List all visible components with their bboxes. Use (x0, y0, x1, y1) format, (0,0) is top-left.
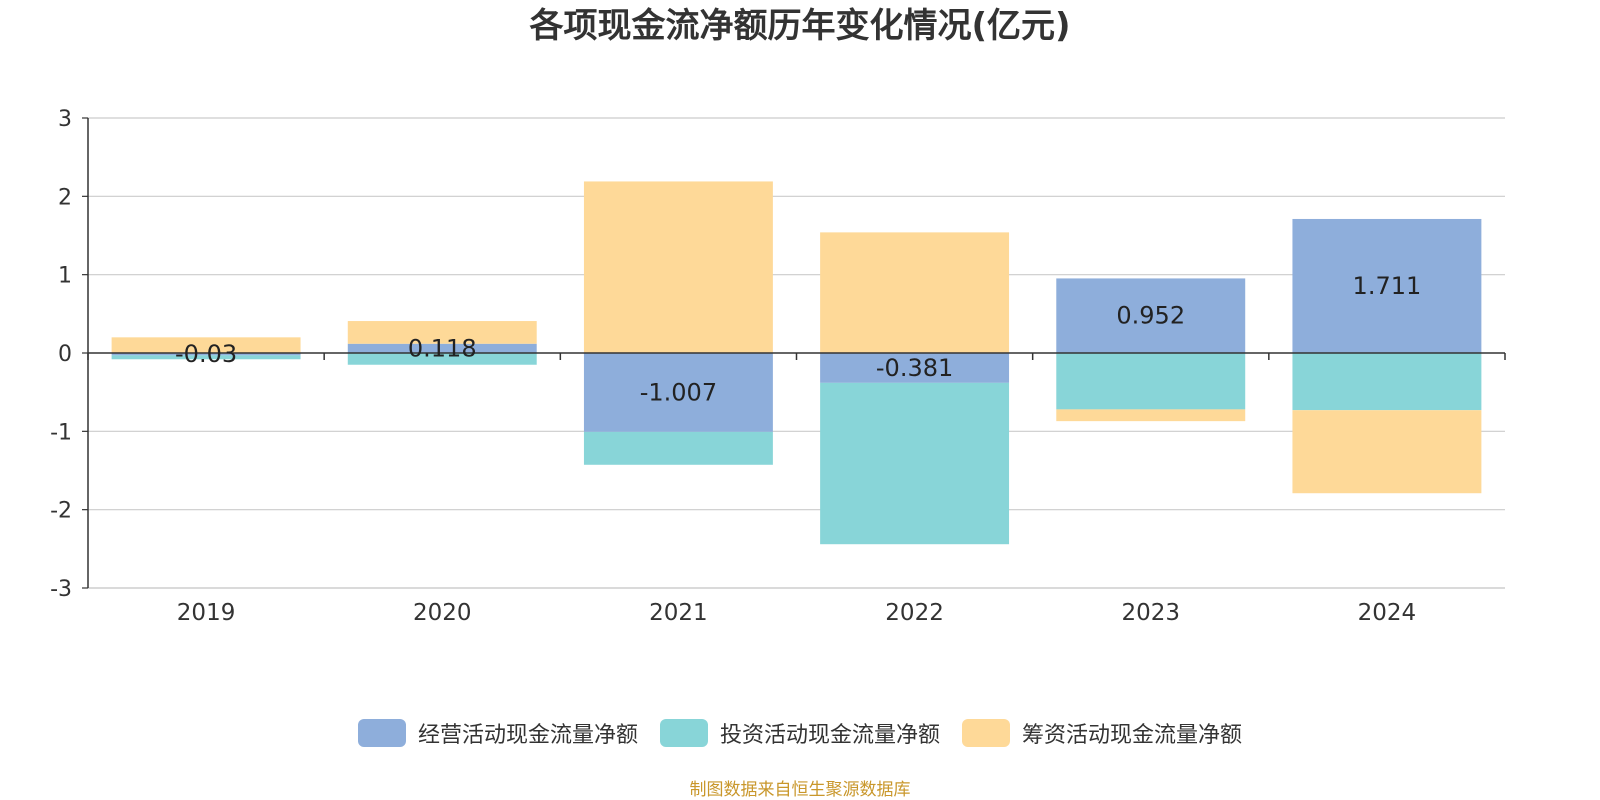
data-labels: -0.03 0.118 -1.007 -0.381 0.952 1.711 (175, 272, 1421, 406)
bar-2021-series-0 (583, 353, 773, 432)
bar-2023-series-1 (1056, 353, 1246, 410)
legend-swatch-investing (659, 719, 708, 747)
bar-2022-series-2 (820, 232, 1010, 353)
bar-2024-series-0 (1292, 218, 1482, 353)
data-label-2019: -0.03 (175, 340, 237, 368)
y-tick-label: -1 (50, 420, 72, 445)
bars (111, 181, 1482, 545)
legend-swatch-operating (357, 719, 406, 747)
legend-item-operating[interactable]: 经营活动现金流量净额 (357, 717, 638, 749)
source-note: 制图数据来自恒生聚源数据库 (689, 780, 911, 800)
bar-2020-series-2 (347, 321, 537, 344)
bar-2024-series-1 (1292, 353, 1482, 411)
legend-item-investing[interactable]: 投资活动现金流量净额 (659, 717, 940, 749)
axes: 3 2 1 0 -1 -2 -3 2019 2020 2021 2022 2023 2024 (50, 107, 1506, 626)
gridlines (88, 117, 1505, 589)
x-tick-label-2022: 2022 (885, 600, 944, 626)
legend-item-financing[interactable]: 筹资活动现金流量净额 (962, 717, 1242, 749)
data-label-2024: 1.711 (1353, 272, 1422, 300)
y-tick-label: 1 (58, 264, 72, 289)
bar-2023-series-2 (1056, 409, 1246, 422)
bar-2019-series-1 (111, 355, 301, 360)
x-tick-label-2020: 2020 (413, 600, 472, 626)
bar-2021-series-1 (583, 431, 773, 465)
data-label-2023: 0.952 (1116, 302, 1185, 330)
bar-2023-series-0 (1056, 278, 1246, 353)
x-tick-label-2019: 2019 (177, 600, 236, 626)
bar-2024-series-2 (1292, 410, 1482, 494)
x-tick-label-2024: 2024 (1358, 600, 1417, 626)
bar-2019-series-0 (111, 353, 301, 356)
y-tick-label: -2 (50, 499, 72, 524)
x-tick-label-2023: 2023 (1121, 600, 1180, 626)
bar-2022-series-1 (820, 382, 1010, 545)
legend-swatch-financing (962, 719, 1010, 747)
bar-2019-series-2 (111, 337, 301, 353)
data-label-2020: 0.118 (408, 334, 477, 362)
y-tick-label: -3 (50, 577, 72, 602)
legend: 经营活动现金流量净额 投资活动现金流量净额 筹资活动现金流量净额 (0, 717, 1600, 749)
legend-label-operating: 经营活动现金流量净额 (417, 723, 638, 748)
x-tick-label-2021: 2021 (649, 600, 708, 626)
y-tick-label: 2 (58, 185, 72, 210)
chart-title: 各项现金流净额历年变化情况(亿元) (529, 6, 1071, 46)
y-tick-label: 0 (58, 342, 72, 367)
bar-2020-series-0 (347, 343, 537, 353)
bar-2021-series-2 (583, 181, 773, 353)
stacked-bar-chart: 3 2 1 0 -1 -2 -3 2019 2020 2021 2022 2023 2024 -0.03… (50, 107, 1506, 626)
bar-2022-series-0 (820, 353, 1010, 383)
legend-label-investing: 投资活动现金流量净额 (719, 723, 940, 748)
y-tick-label: 3 (58, 107, 72, 132)
data-label-2021: -1.007 (640, 378, 717, 406)
legend-label-financing: 筹资活动现金流量净额 (1022, 723, 1243, 748)
data-label-2022: -0.381 (876, 354, 953, 382)
bar-2020-series-1 (347, 353, 537, 365)
